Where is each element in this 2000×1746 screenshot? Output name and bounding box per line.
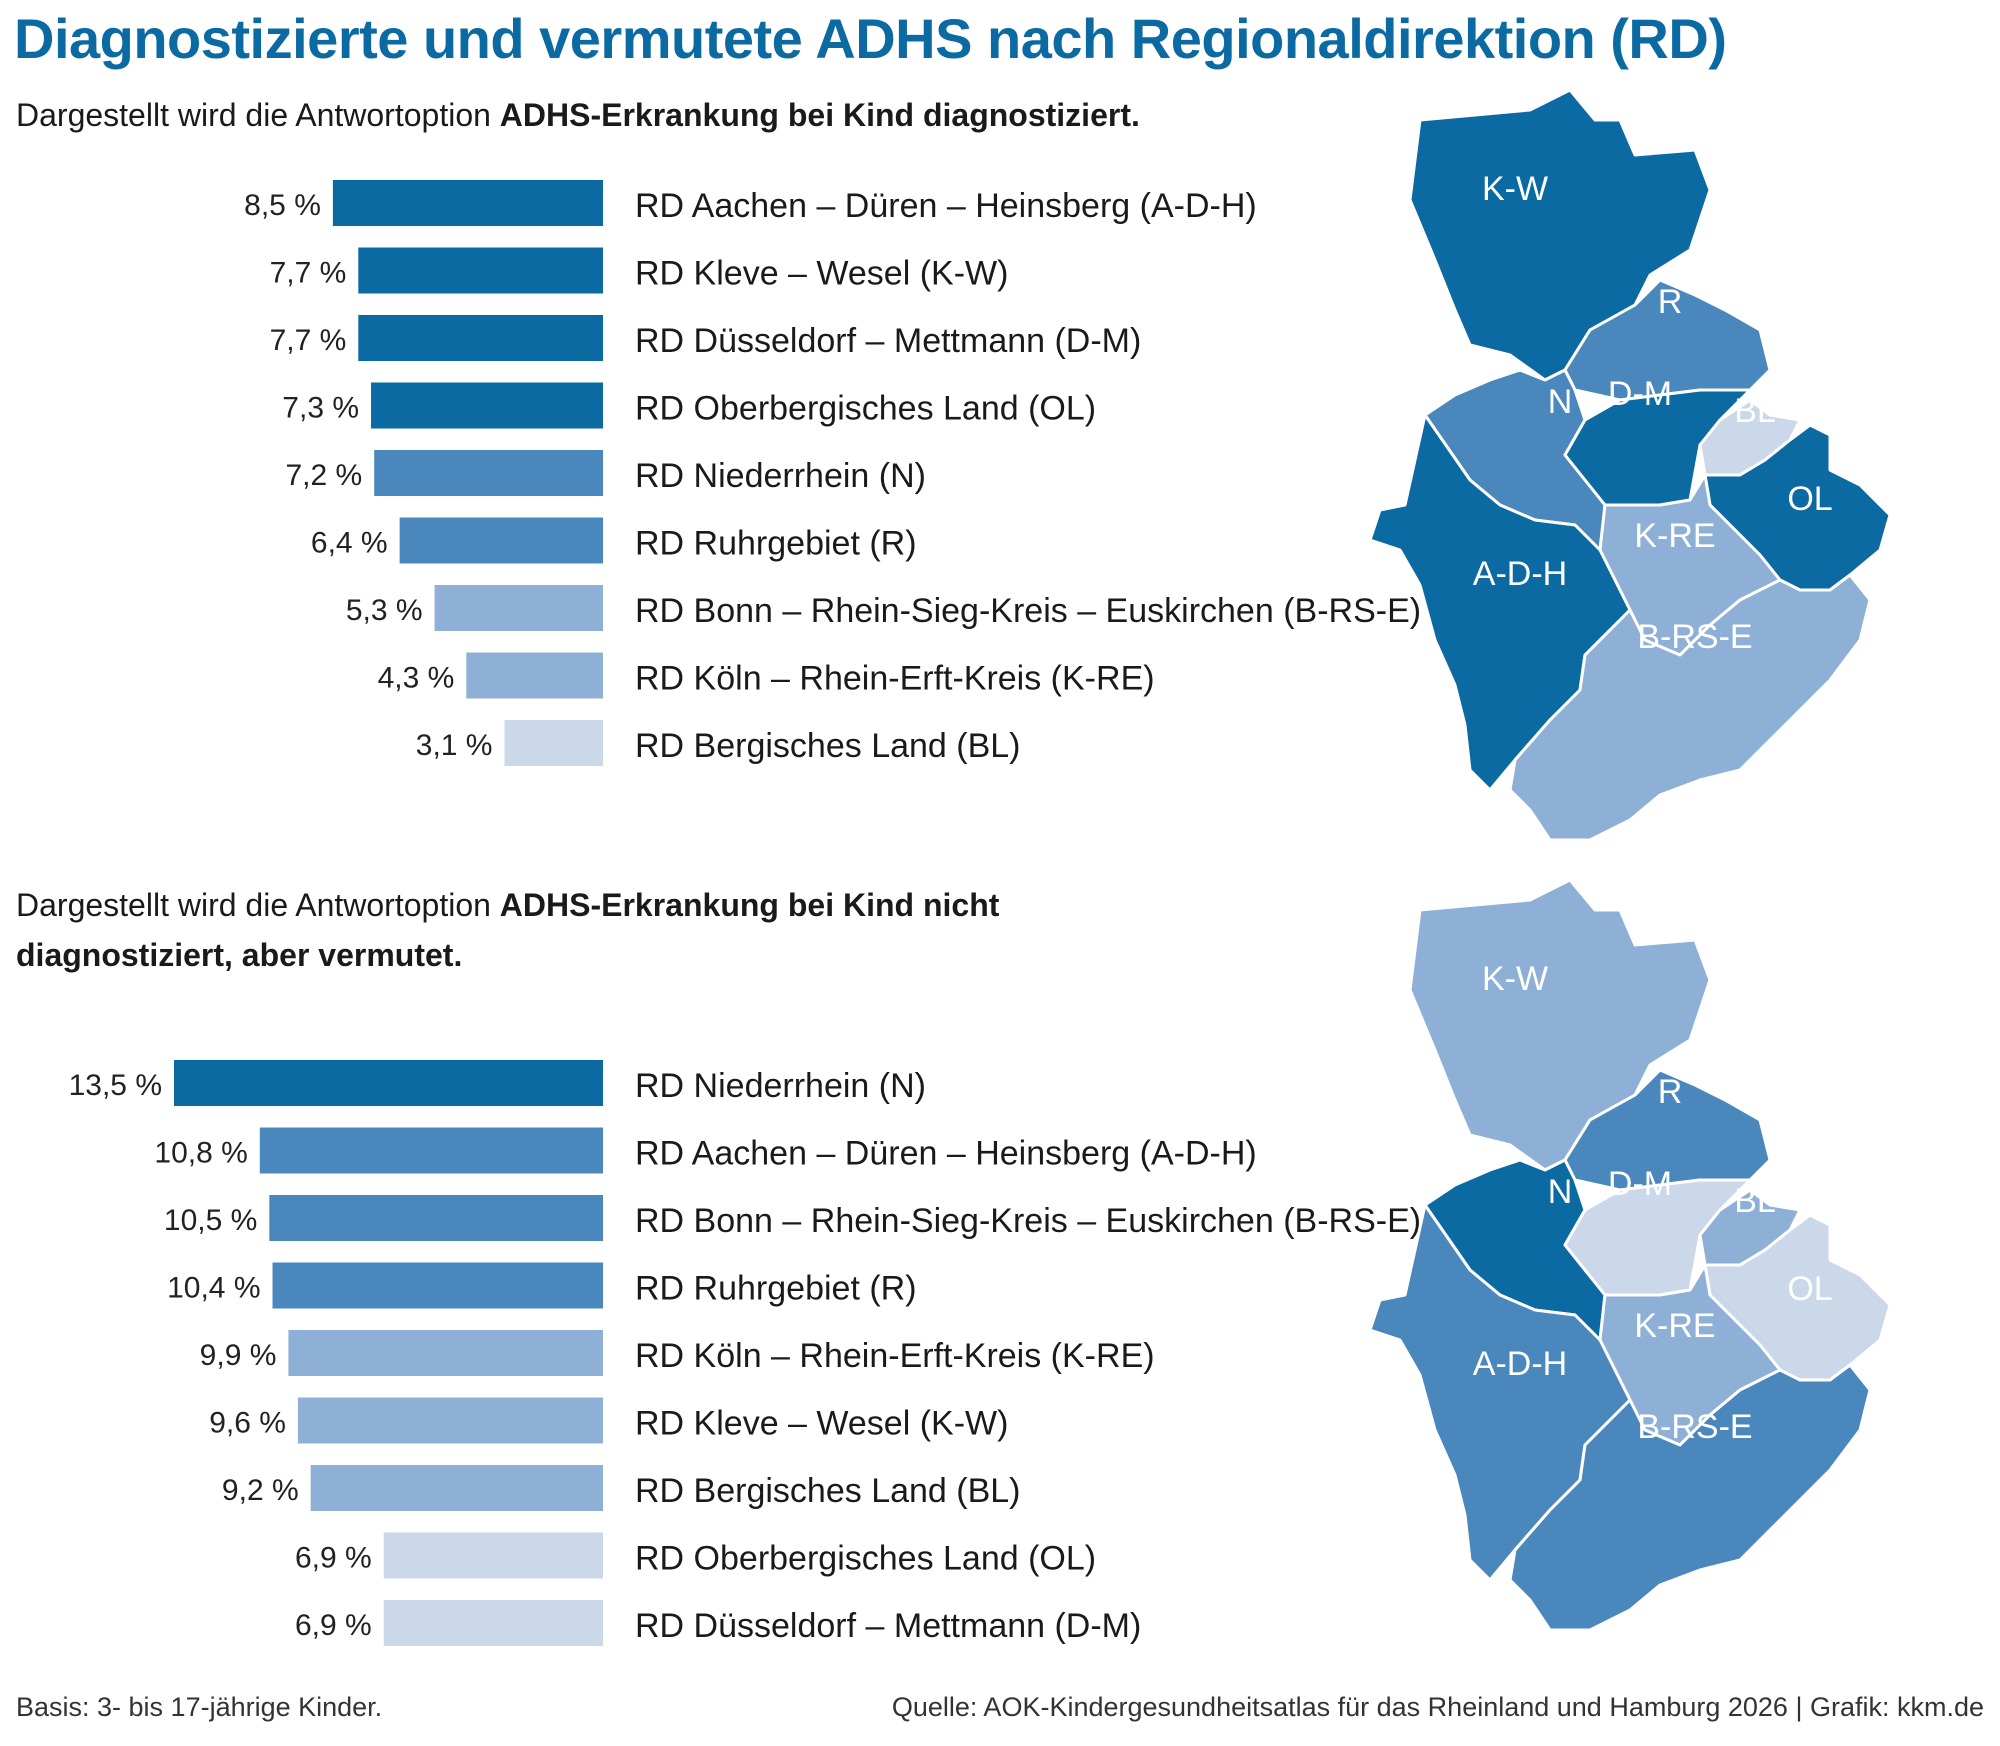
value-label: 7,3 % bbox=[282, 392, 359, 425]
category-label: RD Bergisches Land (BL) bbox=[635, 727, 1021, 765]
map-label-k-w: K-W bbox=[1482, 960, 1548, 998]
value-label: 3,1 % bbox=[416, 729, 493, 762]
map-label-r: R bbox=[1658, 1073, 1683, 1111]
map-label-n: N bbox=[1548, 383, 1573, 421]
map-label-a-d-h: A-D-H bbox=[1473, 555, 1567, 593]
map-label-r: R bbox=[1658, 283, 1683, 321]
map-region-k-w bbox=[1408, 88, 1712, 382]
subtitle-option: ADHS-Erkrankung bei Kind nicht diagnosti… bbox=[16, 887, 1000, 973]
map-label-k-re: K-RE bbox=[1634, 1307, 1715, 1345]
map-label-n: N bbox=[1548, 1173, 1573, 1211]
bar bbox=[399, 517, 603, 564]
bar bbox=[434, 585, 603, 631]
value-label: 13,5 % bbox=[69, 1069, 162, 1102]
category-label: RD Bergisches Land (BL) bbox=[635, 1472, 1021, 1510]
value-label: 6,9 % bbox=[295, 1542, 372, 1575]
map-label-b-rs-e: B-RS-E bbox=[1637, 618, 1752, 656]
map-label-bl: BL bbox=[1734, 1182, 1776, 1220]
bar-chart-suspected: 13,5 % RD Niederrhein (N) 10,8 % RD Aachen … bbox=[69, 1060, 1420, 1646]
map-label-a-d-h: A-D-H bbox=[1473, 1345, 1567, 1383]
bar bbox=[297, 1397, 603, 1444]
value-label: 9,6 % bbox=[209, 1407, 286, 1440]
map-label-k-re: K-RE bbox=[1634, 517, 1715, 555]
category-label: RD Oberbergisches Land (OL) bbox=[635, 390, 1096, 428]
bar bbox=[383, 1600, 603, 1646]
value-label: 9,2 % bbox=[222, 1474, 299, 1507]
category-label: RD Ruhrgebiet (R) bbox=[635, 525, 917, 563]
bar bbox=[272, 1262, 603, 1309]
region-map-diagnosed: K-W R N D-M BL OL K-RE A-D-H B-RS-E bbox=[1368, 88, 1892, 842]
category-label: RD Oberbergisches Land (OL) bbox=[635, 1540, 1096, 1578]
category-label: RD Köln – Rhein-Erft-Kreis (K-RE) bbox=[635, 660, 1155, 698]
map-region-b-rs-e bbox=[1508, 573, 1872, 842]
bar bbox=[504, 720, 603, 766]
bar-chart-diagnosed: 8,5 % RD Aachen – Düren – Heinsberg (A-D-… bbox=[244, 180, 1420, 766]
map-label-ol: OL bbox=[1787, 1270, 1832, 1308]
bar bbox=[358, 247, 603, 294]
value-label: 7,2 % bbox=[285, 459, 362, 492]
map-label-d-m: D-M bbox=[1608, 1165, 1672, 1203]
bar bbox=[332, 180, 603, 226]
value-label: 10,4 % bbox=[167, 1272, 260, 1305]
footer-source: Quelle: AOK-Kindergesundheitsatlas für d… bbox=[891, 1692, 1984, 1722]
category-label: RD Aachen – Düren – Heinsberg (A-D-H) bbox=[635, 187, 1257, 225]
chart-title: Diagnostizierte und vermutete ADHS nach … bbox=[14, 7, 1727, 70]
panel-subtitle-diagnosed: Dargestellt wird die Antwortoption ADHS-… bbox=[16, 90, 1196, 140]
bar bbox=[466, 652, 603, 699]
bar bbox=[374, 450, 603, 496]
region-map-suspected: K-W R N D-M BL OL K-RE A-D-H B-RS-E bbox=[1368, 878, 1892, 1632]
value-label: 8,5 % bbox=[244, 189, 321, 222]
category-label: RD Düsseldorf – Mettmann (D-M) bbox=[635, 1607, 1141, 1645]
map-label-b-rs-e: B-RS-E bbox=[1637, 1408, 1752, 1446]
category-label: RD Köln – Rhein-Erft-Kreis (K-RE) bbox=[635, 1337, 1155, 1375]
category-label: RD Bonn – Rhein-Sieg-Kreis – Euskirchen … bbox=[635, 592, 1420, 630]
value-label: 10,5 % bbox=[164, 1204, 257, 1237]
bar bbox=[358, 315, 603, 361]
category-label: RD Niederrhein (N) bbox=[635, 457, 926, 495]
bar bbox=[259, 1127, 603, 1174]
map-label-k-w: K-W bbox=[1482, 170, 1548, 208]
value-label: 7,7 % bbox=[270, 324, 347, 357]
map-label-bl: BL bbox=[1734, 392, 1776, 430]
value-label: 10,8 % bbox=[154, 1137, 247, 1170]
category-label: RD Ruhrgebiet (R) bbox=[635, 1270, 917, 1308]
category-label: RD Niederrhein (N) bbox=[635, 1067, 926, 1105]
value-label: 6,9 % bbox=[295, 1609, 372, 1642]
category-label: RD Kleve – Wesel (K-W) bbox=[635, 1405, 1008, 1443]
bar bbox=[371, 382, 603, 429]
panel-subtitle-suspected: Dargestellt wird die Antwortoption ADHS-… bbox=[16, 880, 1196, 980]
bar bbox=[174, 1060, 603, 1106]
bar bbox=[310, 1465, 603, 1511]
category-label: RD Düsseldorf – Mettmann (D-M) bbox=[635, 322, 1141, 360]
bar bbox=[288, 1330, 603, 1376]
map-label-ol: OL bbox=[1787, 480, 1832, 518]
map-region-k-w bbox=[1408, 878, 1712, 1172]
bar bbox=[269, 1195, 603, 1241]
category-label: RD Aachen – Düren – Heinsberg (A-D-H) bbox=[635, 1135, 1257, 1173]
value-label: 9,9 % bbox=[200, 1339, 277, 1372]
footer-basis: Basis: 3- bis 17-jährige Kinder. bbox=[16, 1692, 383, 1722]
value-label: 7,7 % bbox=[270, 257, 347, 290]
subtitle-intro: Dargestellt wird die Antwortoption bbox=[16, 887, 500, 923]
category-label: RD Kleve – Wesel (K-W) bbox=[635, 255, 1008, 293]
value-label: 5,3 % bbox=[346, 594, 423, 627]
subtitle-option: ADHS-Erkrankung bei Kind diagnostiziert. bbox=[499, 97, 1140, 133]
value-label: 4,3 % bbox=[378, 662, 455, 695]
bar bbox=[383, 1532, 603, 1579]
subtitle-intro: Dargestellt wird die Antwortoption bbox=[16, 97, 500, 133]
category-label: RD Bonn – Rhein-Sieg-Kreis – Euskirchen … bbox=[635, 1202, 1420, 1240]
map-label-d-m: D-M bbox=[1608, 375, 1672, 413]
value-label: 6,4 % bbox=[311, 527, 388, 560]
map-region-b-rs-e bbox=[1508, 1363, 1872, 1632]
